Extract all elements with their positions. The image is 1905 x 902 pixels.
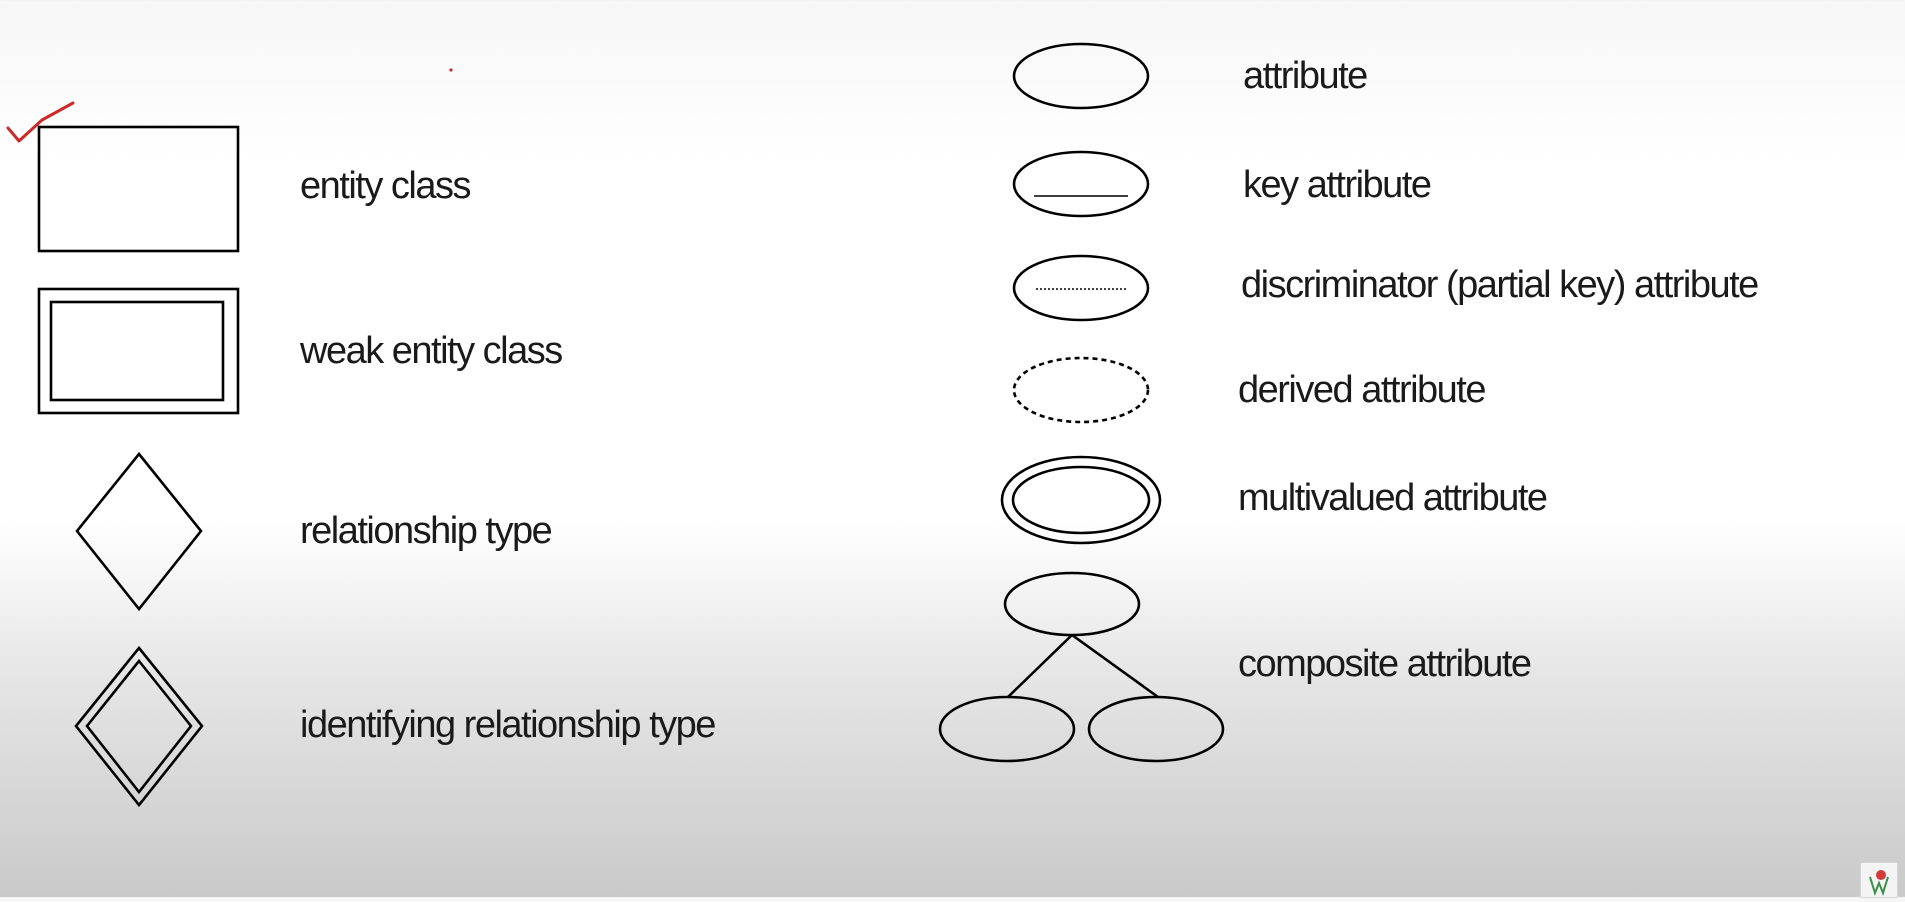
legend-label: weak entity class xyxy=(299,330,562,372)
legend-row-composite-attribute: composite attribute xyxy=(938,571,1532,763)
legend-label: multivalued attribute xyxy=(1238,477,1547,519)
legend-row-multivalued-attribute: multivalued attribute xyxy=(1000,455,1548,545)
legend-row-key-attribute: key attribute xyxy=(1012,150,1432,218)
double-ellipse-icon xyxy=(1000,455,1162,545)
pen-dot xyxy=(449,68,453,72)
legend-row-attribute: attribute xyxy=(1012,42,1369,110)
double-rectangle-icon xyxy=(37,287,240,415)
legend-label: derived attribute xyxy=(1238,369,1485,411)
dotted-underline-ellipse-icon xyxy=(1012,254,1150,322)
legend-label: composite attribute xyxy=(1238,643,1531,685)
double-diamond-icon xyxy=(74,645,204,808)
dashed-ellipse-icon xyxy=(1012,356,1150,424)
legend-label: relationship type xyxy=(300,510,552,552)
legend-row-entity-class: entity class xyxy=(37,125,472,253)
legend-row-identifying-relationship-type: identifying relationship type xyxy=(74,645,717,808)
ellipse-tree-icon xyxy=(938,571,1225,763)
legend-label: discriminator (partial key) attribute xyxy=(1241,264,1758,306)
legend-row-derived-attribute: derived attribute xyxy=(1012,356,1487,424)
diamond-icon xyxy=(75,451,203,612)
legend-row-weak-entity-class: weak entity class xyxy=(37,287,564,415)
channel-logo-icon xyxy=(1860,862,1898,898)
ellipse-icon xyxy=(1012,42,1150,110)
rectangle-icon xyxy=(37,125,240,253)
checkmark-icon xyxy=(6,101,75,143)
legend-label: attribute xyxy=(1243,55,1367,97)
legend-row-relationship-type: relationship type xyxy=(75,451,553,612)
legend-label: key attribute xyxy=(1243,164,1431,206)
legend-label: entity class xyxy=(300,165,470,207)
legend-row-discriminator-attribute: discriminator (partial key) attribute xyxy=(1012,254,1760,322)
legend-label: identifying relationship type xyxy=(300,704,715,746)
underlined-ellipse-icon xyxy=(1012,150,1150,218)
